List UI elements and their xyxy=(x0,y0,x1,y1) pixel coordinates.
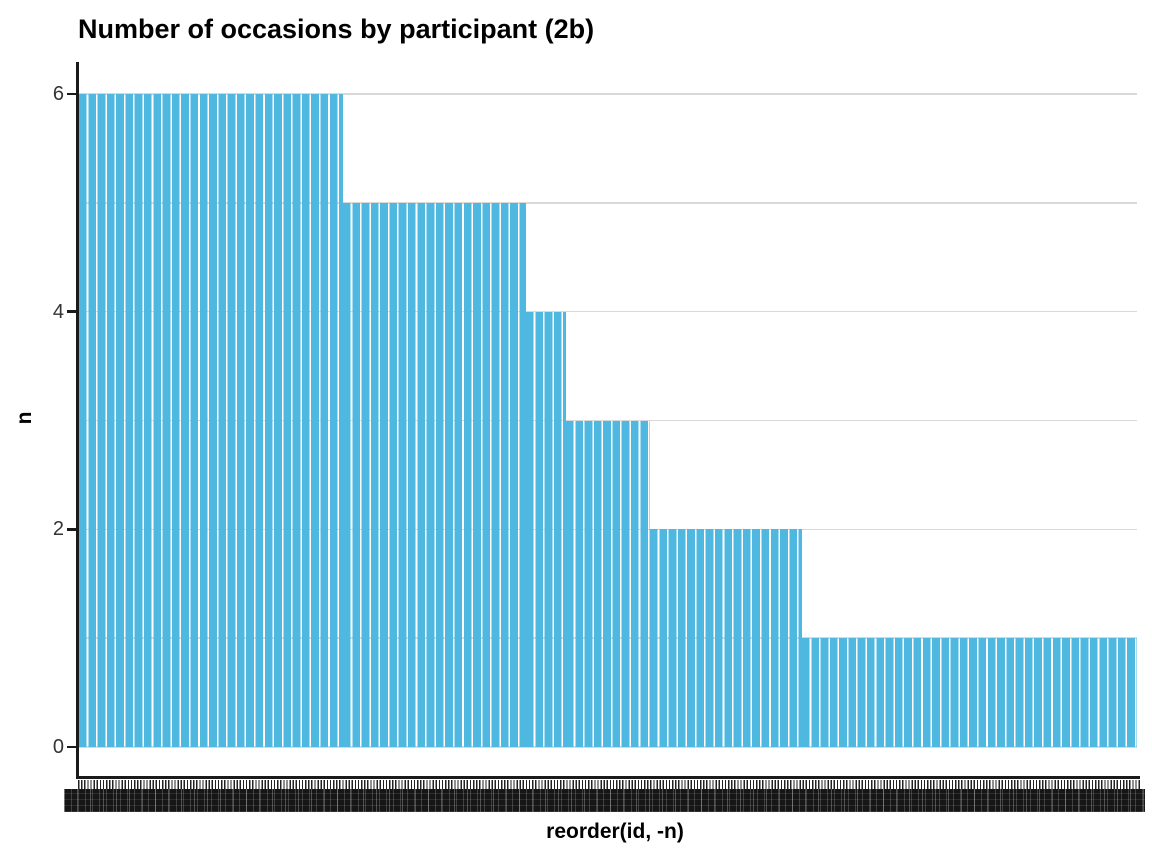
bar-segment-n3 xyxy=(565,420,651,747)
y-tick-2 xyxy=(67,528,77,531)
chart-title: Number of occasions by participant (2b) xyxy=(78,14,595,44)
y-tick-label-6: 6 xyxy=(52,83,64,106)
x-axis-title: reorder(id, -n) xyxy=(546,820,684,843)
bar-segment-n6 xyxy=(79,94,343,747)
bar-segment-n5 xyxy=(342,202,526,747)
gridline-y-5 xyxy=(78,202,1137,204)
gridline-y-6 xyxy=(78,93,1137,95)
x-tick-labels-overplotted xyxy=(64,789,1145,812)
y-axis-line xyxy=(76,62,79,779)
gridline-y-3 xyxy=(78,419,1137,422)
gridline-y-0 xyxy=(78,746,1137,748)
y-tick-label-4: 4 xyxy=(52,300,64,323)
y-axis-title: n xyxy=(13,411,36,425)
x-axis-line xyxy=(76,776,1140,779)
y-tick-0 xyxy=(67,745,77,749)
y-tick-label-2: 2 xyxy=(52,518,64,541)
y-tick-6 xyxy=(67,92,77,96)
bar-segment-n4 xyxy=(525,311,566,747)
y-tick-4 xyxy=(67,310,77,313)
bar-segment-n2 xyxy=(650,529,803,747)
y-tick-label-0: 0 xyxy=(52,736,64,758)
gridline-y-4 xyxy=(78,310,1137,313)
bars-layer xyxy=(79,94,1137,747)
bar-segment-n1 xyxy=(802,638,1137,747)
x-ticks-strip xyxy=(78,780,1140,789)
